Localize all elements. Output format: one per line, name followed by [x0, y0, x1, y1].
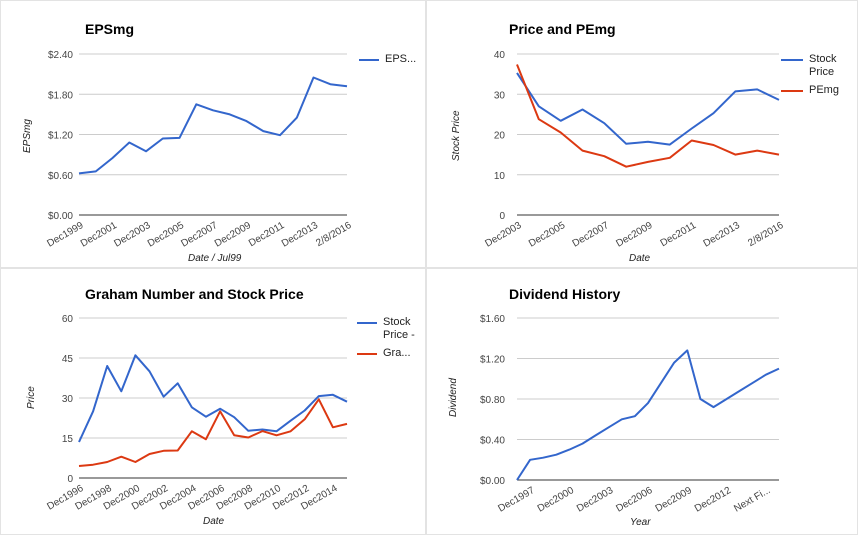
- x-tick-label: Dec2007: [571, 220, 612, 250]
- chart-title: Price and PEmg: [509, 21, 616, 37]
- x-tick-label: Dec2003: [575, 485, 616, 515]
- legend-swatch: [359, 59, 379, 61]
- y-tick-label: $1.60: [480, 314, 505, 325]
- x-tick-label: Dec2006: [614, 485, 655, 515]
- series-line: [516, 349, 780, 481]
- x-tick-label: Dec1997: [496, 485, 537, 515]
- chart-legend: Stock Price - Gra...: [357, 316, 423, 376]
- y-tick-label: $0.40: [480, 436, 505, 447]
- chart-title: Graham Number and Stock Price: [85, 286, 304, 302]
- y-tick-label: 10: [494, 171, 506, 182]
- chart-legend: EPS...: [359, 53, 423, 93]
- legend-swatch: [357, 322, 377, 324]
- y-tick-label: 20: [494, 131, 506, 142]
- y-tick-label: 15: [62, 434, 74, 445]
- series-line: [78, 354, 348, 443]
- x-tick-label: 2/8/2016: [314, 220, 354, 249]
- y-tick-label: $0.60: [48, 171, 73, 182]
- x-tick-label: Dec2011: [247, 220, 287, 249]
- x-tick-label: Dec2000: [536, 485, 577, 515]
- legend-label: EPS...: [385, 53, 417, 65]
- y-tick-label: 45: [62, 354, 74, 365]
- y-tick-label: $0.00: [480, 476, 505, 487]
- legend-swatch: [781, 59, 803, 61]
- x-tick-label: Dec2009: [213, 220, 254, 250]
- series-line: [78, 76, 348, 175]
- y-tick-label: 60: [62, 314, 74, 325]
- y-tick-label: $1.20: [48, 131, 73, 142]
- series-line: [516, 64, 780, 168]
- x-tick-label: Dec2005: [527, 220, 568, 250]
- x-tick-label: Dec2001: [79, 220, 120, 250]
- x-tick-label: Dec2013: [702, 220, 743, 250]
- price-pemg-chart-panel: Price and PEmg Stock Price Date Stock Pr…: [427, 1, 857, 267]
- y-tick-label: 0: [499, 211, 505, 222]
- x-tick-label: Dec2013: [280, 220, 321, 250]
- y-tick-label: $2.40: [48, 50, 73, 61]
- x-axis-title: Year: [630, 517, 651, 528]
- chart-title: Dividend History: [509, 286, 621, 302]
- graham-number-chart-panel: Graham Number and Stock Price Price Date…: [1, 269, 425, 534]
- series-line: [516, 72, 780, 146]
- eps-chart-panel: EPSmg EPSmg Date / Jul99 EPS... $0.00 $0.…: [1, 1, 425, 267]
- x-tick-label: 2/8/2016: [746, 220, 786, 249]
- legend-swatch: [357, 353, 377, 355]
- chart-plot: 015304560Dec1996Dec1998Dec2000Dec2002Dec…: [45, 314, 348, 513]
- x-axis-title: Date: [629, 253, 651, 264]
- legend-label: Stock Price -: [383, 316, 415, 341]
- x-tick-label: Dec2009: [614, 220, 655, 250]
- x-tick-label: Dec2011: [659, 220, 699, 249]
- x-tick-label: Dec2007: [179, 220, 220, 250]
- legend-swatch: [781, 90, 803, 92]
- dividend-chart-panel: Dividend History Dividend Year $0.00 $0.4…: [427, 269, 857, 534]
- series-line: [78, 398, 348, 467]
- y-tick-label: $0.80: [480, 395, 505, 406]
- chart-legend: Stock Price PEmg: [781, 53, 855, 113]
- y-tick-label: 0: [67, 474, 73, 485]
- y-tick-label: $1.80: [48, 90, 73, 101]
- x-axis-title: Date: [203, 516, 225, 527]
- y-tick-label: $1.20: [480, 355, 505, 366]
- x-tick-label: Dec2009: [654, 485, 695, 515]
- x-tick-label: Dec2003: [483, 220, 524, 250]
- chart-title: EPSmg: [85, 21, 135, 37]
- x-tick-label: Dec2003: [112, 220, 153, 250]
- y-tick-label: $0.00: [48, 211, 73, 222]
- legend-label: PEmg: [809, 84, 839, 96]
- y-tick-label: 30: [494, 90, 506, 101]
- y-tick-label: 30: [62, 394, 74, 405]
- x-tick-label: Dec1999: [45, 220, 86, 250]
- chart-plot: $0.00$0.60$1.20$1.80$2.40Dec1999Dec2001D…: [45, 50, 354, 250]
- x-axis-title: Date / Jul99: [188, 253, 242, 264]
- legend-label: Gra...: [383, 347, 411, 359]
- x-tick-label: Dec2005: [146, 220, 187, 250]
- x-tick-label: Dec2012: [693, 485, 734, 515]
- x-tick-label: Next Fi...: [732, 485, 772, 515]
- legend-label: Stock Price: [809, 53, 837, 78]
- y-tick-label: 40: [494, 50, 506, 61]
